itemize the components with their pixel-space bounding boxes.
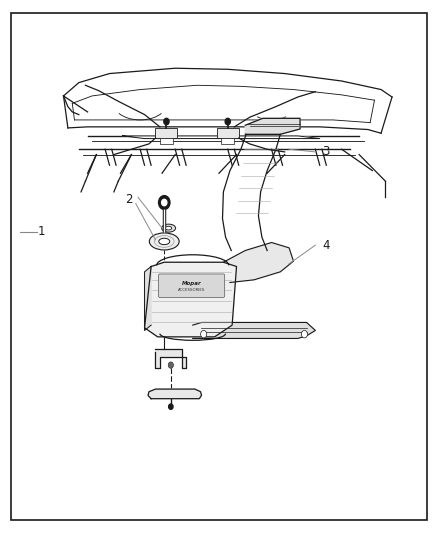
Polygon shape (145, 262, 237, 337)
Text: 2: 2 (125, 193, 133, 206)
Polygon shape (148, 389, 201, 399)
FancyBboxPatch shape (159, 274, 225, 297)
Text: Mopar: Mopar (182, 281, 202, 286)
Ellipse shape (159, 238, 170, 245)
Text: 3: 3 (323, 146, 330, 158)
Ellipse shape (166, 227, 172, 230)
Circle shape (164, 118, 169, 125)
Bar (221, 138, 234, 144)
Circle shape (301, 330, 307, 338)
Circle shape (168, 362, 173, 368)
Polygon shape (123, 136, 320, 139)
FancyBboxPatch shape (11, 13, 427, 520)
Ellipse shape (149, 233, 179, 250)
Bar (160, 138, 173, 144)
Circle shape (225, 118, 230, 125)
Text: 4: 4 (322, 239, 330, 252)
Ellipse shape (162, 224, 176, 232)
Polygon shape (145, 266, 151, 330)
Bar (217, 128, 239, 138)
Circle shape (162, 199, 167, 206)
Bar (155, 128, 177, 138)
Text: ACCESSORIES: ACCESSORIES (178, 288, 205, 293)
Text: 1: 1 (38, 225, 46, 238)
Circle shape (169, 404, 173, 409)
Circle shape (201, 330, 207, 338)
Polygon shape (223, 243, 293, 282)
Polygon shape (193, 322, 315, 338)
Polygon shape (155, 349, 186, 368)
Circle shape (159, 196, 170, 209)
Polygon shape (245, 118, 300, 134)
